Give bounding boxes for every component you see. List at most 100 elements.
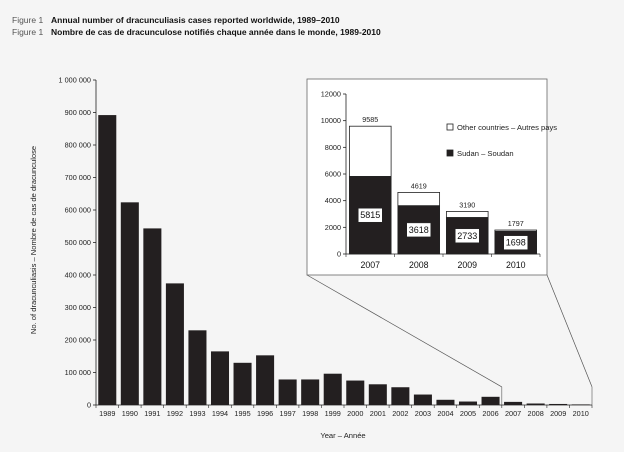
figure-label-fr: Figure 1 <box>12 27 43 37</box>
inset-total-label: 9585 <box>362 115 378 124</box>
inset-sudan-value-box <box>503 235 528 250</box>
main-bar-2000 <box>346 380 365 405</box>
zoom-line-right <box>546 274 593 388</box>
main-bar-2004 <box>436 399 455 405</box>
inset-sudan-value-label: 5815 <box>360 210 380 220</box>
inset-y-tick-label: 0 <box>337 250 341 259</box>
inset-chart-x-ticks: 2007 2008 2009 2010 <box>345 254 541 270</box>
main-x-tick-label: 1991 <box>144 409 160 418</box>
inset-y-tick-label: 10000 <box>321 116 341 125</box>
inset-x-tick-label: 2007 <box>360 260 380 270</box>
main-bar-1997 <box>278 379 297 405</box>
main-x-tick-label: 1989 <box>99 409 115 418</box>
inset-x-tick-label: 2009 <box>457 260 477 270</box>
main-y-tick-label: 700 000 <box>65 173 91 182</box>
main-bar-2010 <box>571 404 590 406</box>
main-y-tick-label: 900 000 <box>65 108 91 117</box>
inset-y-tick-label: 12000 <box>321 90 341 99</box>
legend-label-sudan: Sudan – Soudan <box>457 149 514 158</box>
main-x-tick-label: 1998 <box>302 409 318 418</box>
main-bar-1998 <box>301 379 320 405</box>
main-chart-y-ticks: 0 100 000 200 000 300 000 400 000 500 000 600 … <box>59 76 96 410</box>
inset-sudan-value-box <box>406 222 431 238</box>
main-bar-2002 <box>391 387 410 405</box>
inset-chart-data-labels: 5815 9585 3618 4619 2733 3190 1698 1797 <box>358 115 528 250</box>
main-y-tick-label: 500 000 <box>65 238 91 247</box>
main-bar-2005 <box>458 401 478 405</box>
main-chart-bars <box>98 115 590 406</box>
main-bar-1996 <box>256 355 275 405</box>
main-y-tick-label: 400 000 <box>65 271 91 280</box>
inset-sudan-value-label: 3618 <box>409 225 429 235</box>
main-y-tick-label: 200 000 <box>65 336 91 345</box>
main-x-tick-label: 2000 <box>347 409 363 418</box>
main-bar-2006 <box>481 396 500 405</box>
main-chart-x-ticks: 1989 1990 1991 1992 1993 1994 1995 1996 1997 1998… <box>95 405 593 418</box>
main-y-tick-label: 0 <box>87 401 91 410</box>
main-x-tick-label: 2010 <box>573 409 589 418</box>
main-x-tick-label: 1999 <box>325 409 341 418</box>
main-bar-1994 <box>210 351 230 405</box>
main-x-tick-label: 1995 <box>234 409 250 418</box>
main-x-tick-label: 1996 <box>257 409 273 418</box>
main-x-tick-label: 2003 <box>415 409 431 418</box>
main-y-tick-label: 1 000 000 <box>59 76 91 85</box>
main-bar-1999 <box>323 373 342 405</box>
main-bar-2003 <box>413 394 432 405</box>
main-y-tick-label: 800 000 <box>65 141 91 150</box>
main-bar-1992 <box>165 283 184 405</box>
legend-swatch-other <box>446 123 454 131</box>
main-x-tick-label: 2005 <box>460 409 476 418</box>
figure-label-en: Figure 1 <box>12 15 43 25</box>
inset-y-tick-label: 2000 <box>325 223 341 232</box>
main-bar-1991 <box>143 228 162 405</box>
figure-title-en: Annual number of dracunculiasis cases re… <box>51 15 340 25</box>
inset-total-label: 4619 <box>411 181 427 190</box>
main-x-tick-label: 2001 <box>370 409 386 418</box>
main-bar-2001 <box>368 384 387 405</box>
inset-sudan-value-label: 2733 <box>457 231 477 241</box>
main-x-tick-label: 1990 <box>122 409 138 418</box>
main-bar-2007 <box>504 401 523 405</box>
zoom-connector-lines <box>306 274 593 405</box>
main-y-axis-title: No. of dracunculiasis – Nombre de cas de… <box>29 146 38 334</box>
legend-label-other: Other countries – Autres pays <box>457 123 557 132</box>
main-bar-1990 <box>120 202 139 405</box>
figure-title-fr: Nombre de cas de dracunculose notifiés c… <box>51 27 381 37</box>
inset-chart-y-ticks: 0 2000 4000 6000 8000 10000 12000 <box>321 90 346 259</box>
main-x-tick-label: 2002 <box>392 409 408 418</box>
inset-y-tick-label: 4000 <box>325 196 341 205</box>
main-x-axis-title: Year – Année <box>320 431 365 440</box>
main-bar-1995 <box>233 362 252 405</box>
inset-sudan-value-box <box>358 207 383 223</box>
main-x-tick-label: 2009 <box>550 409 566 418</box>
inset-x-tick-label: 2008 <box>409 260 429 270</box>
legend-swatch-sudan <box>446 149 454 157</box>
inset-bar-other-2008 <box>397 192 441 207</box>
inset-total-label: 3190 <box>459 200 475 209</box>
main-x-tick-label: 2007 <box>505 409 521 418</box>
main-x-tick-label: 2008 <box>528 409 544 418</box>
main-bar-2009 <box>549 403 568 405</box>
inset-x-tick-label: 2010 <box>506 260 526 270</box>
main-x-tick-label: 2006 <box>482 409 498 418</box>
inset-y-tick-label: 8000 <box>325 143 341 152</box>
main-x-tick-label: 1993 <box>189 409 205 418</box>
main-x-tick-label: 1992 <box>167 409 183 418</box>
inset-sudan-value-box <box>455 228 480 244</box>
main-y-tick-label: 300 000 <box>65 303 91 312</box>
main-y-tick-label: 600 000 <box>65 206 91 215</box>
main-x-tick-label: 1997 <box>280 409 296 418</box>
inset-bar-other-2009 <box>445 211 489 218</box>
zoom-line-left <box>306 274 502 388</box>
main-bar-1989 <box>98 115 117 405</box>
inset-legend: Other countries – Autres pays Sudan – So… <box>446 123 557 158</box>
inset-y-tick-label: 6000 <box>325 170 341 179</box>
inset-sudan-value-label: 1698 <box>506 238 526 248</box>
inset-total-label: 1797 <box>508 219 524 228</box>
main-y-tick-label: 100 000 <box>65 368 91 377</box>
main-x-tick-label: 1994 <box>212 409 228 418</box>
main-x-tick-label: 2004 <box>437 409 453 418</box>
inset-bar-sudan-2008 <box>397 205 441 255</box>
